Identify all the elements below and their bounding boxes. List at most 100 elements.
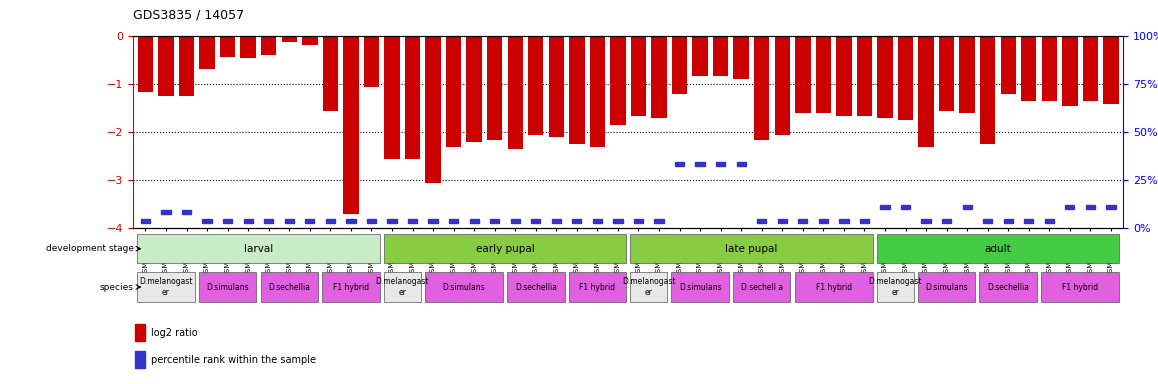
Bar <box>819 219 828 223</box>
Bar <box>631 36 646 116</box>
Bar <box>388 219 396 223</box>
Bar <box>778 219 787 223</box>
Bar <box>261 36 277 55</box>
Bar <box>589 36 606 147</box>
Bar <box>1106 205 1115 209</box>
Text: F1 hybrid: F1 hybrid <box>332 283 369 291</box>
Bar <box>878 36 893 118</box>
Text: log2 ratio: log2 ratio <box>152 328 198 338</box>
Bar <box>449 219 459 223</box>
Bar <box>1004 219 1013 223</box>
Bar <box>733 272 791 302</box>
Bar <box>135 351 146 368</box>
Bar <box>918 36 933 147</box>
Bar <box>941 219 951 223</box>
Bar <box>897 36 914 121</box>
Bar <box>713 36 728 76</box>
Text: F1 hybrid: F1 hybrid <box>579 283 615 291</box>
Bar <box>281 36 296 42</box>
Bar <box>428 219 438 223</box>
Bar <box>325 219 335 223</box>
Bar <box>1083 36 1098 101</box>
Bar <box>569 272 626 302</box>
Text: F1 hybrid: F1 hybrid <box>1062 283 1098 291</box>
Text: GDS3835 / 14057: GDS3835 / 14057 <box>133 8 244 21</box>
Bar <box>983 219 992 223</box>
Text: D.melanogast
er: D.melanogast er <box>622 277 675 297</box>
Bar <box>775 36 790 135</box>
Bar <box>383 272 420 302</box>
Bar <box>692 36 708 76</box>
Bar <box>367 219 376 223</box>
Bar <box>880 205 889 209</box>
Bar <box>182 210 191 214</box>
Bar <box>922 219 931 223</box>
Text: adult: adult <box>984 243 1011 254</box>
Bar <box>528 36 543 135</box>
Bar <box>901 205 910 209</box>
Bar <box>532 219 541 223</box>
Text: D.simulans: D.simulans <box>442 283 485 291</box>
Bar <box>469 219 478 223</box>
Bar <box>178 36 195 96</box>
Bar <box>220 36 235 56</box>
Bar <box>630 234 873 263</box>
Bar <box>511 219 520 223</box>
Text: D.melanogast
er: D.melanogast er <box>375 277 428 297</box>
Text: D.sechellia: D.sechellia <box>988 283 1029 291</box>
Bar <box>654 219 664 223</box>
Bar <box>918 272 975 302</box>
Bar <box>610 36 625 125</box>
Bar <box>467 36 482 142</box>
Bar <box>1065 205 1075 209</box>
Bar <box>138 234 380 263</box>
Bar <box>285 219 294 223</box>
Bar <box>507 272 565 302</box>
Bar <box>675 162 684 166</box>
Bar <box>672 36 687 94</box>
Bar <box>346 219 356 223</box>
Bar <box>877 234 1119 263</box>
Text: early pupal: early pupal <box>476 243 534 254</box>
Bar <box>199 272 256 302</box>
Text: F1 hybrid: F1 hybrid <box>815 283 851 291</box>
Bar <box>754 36 769 140</box>
Bar <box>840 219 849 223</box>
Bar <box>633 219 643 223</box>
Bar <box>549 36 564 137</box>
Bar <box>446 36 461 147</box>
Bar <box>1041 36 1057 101</box>
Text: D.simulans: D.simulans <box>925 283 968 291</box>
Bar <box>836 36 851 116</box>
Bar <box>736 162 746 166</box>
Text: percentile rank within the sample: percentile rank within the sample <box>152 354 316 364</box>
Text: late pupal: late pupal <box>725 243 778 254</box>
Bar <box>135 324 146 341</box>
Bar <box>716 162 725 166</box>
Bar <box>138 272 195 302</box>
Bar <box>199 36 215 69</box>
Bar <box>306 219 315 223</box>
Bar <box>593 219 602 223</box>
Text: D.sechell a: D.sechell a <box>741 283 783 291</box>
Bar <box>794 272 873 302</box>
Bar <box>203 219 212 223</box>
Bar <box>405 36 420 159</box>
Bar <box>1045 219 1054 223</box>
Bar <box>696 162 705 166</box>
Bar <box>322 272 380 302</box>
Bar <box>490 219 499 223</box>
Bar <box>815 36 831 113</box>
Bar <box>1086 205 1095 209</box>
Bar <box>1041 272 1119 302</box>
Text: D.simulans: D.simulans <box>679 283 721 291</box>
Bar <box>383 234 626 263</box>
Bar <box>733 36 749 79</box>
Bar <box>1062 36 1078 106</box>
Bar <box>551 219 560 223</box>
Bar <box>138 36 153 92</box>
Bar <box>962 205 972 209</box>
Bar <box>980 272 1036 302</box>
Bar <box>323 36 338 111</box>
Bar <box>860 219 868 223</box>
